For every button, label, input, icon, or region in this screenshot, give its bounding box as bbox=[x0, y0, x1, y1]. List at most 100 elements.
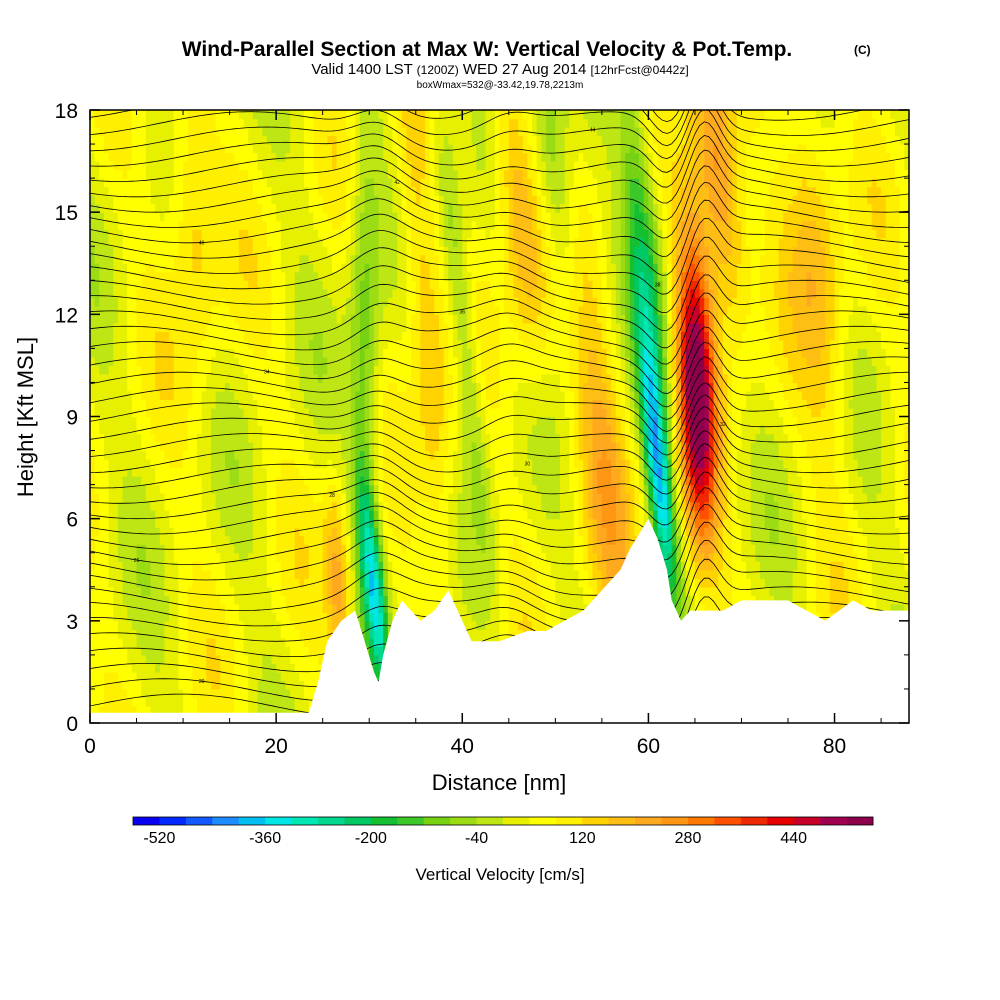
velocity-cell bbox=[248, 407, 254, 418]
velocity-cell bbox=[248, 288, 254, 298]
velocity-cell bbox=[145, 365, 152, 375]
velocity-cell bbox=[234, 595, 240, 605]
velocity-cell bbox=[206, 595, 212, 605]
velocity-cell bbox=[276, 433, 282, 443]
velocity-cell bbox=[304, 390, 310, 401]
velocity-cell bbox=[131, 195, 138, 205]
velocity-cell bbox=[387, 578, 394, 588]
velocity-cell bbox=[206, 305, 212, 315]
velocity-cell bbox=[345, 280, 352, 290]
velocity-cell bbox=[113, 322, 119, 332]
velocity-cell bbox=[150, 399, 156, 409]
velocity-cell bbox=[262, 620, 268, 630]
velocity-cell bbox=[192, 339, 198, 349]
velocity-cell bbox=[345, 339, 352, 349]
velocity-cell bbox=[90, 646, 96, 656]
velocity-cell bbox=[280, 348, 287, 358]
velocity-cell bbox=[364, 544, 370, 554]
velocity-cell bbox=[197, 569, 203, 579]
velocity-cell bbox=[276, 467, 282, 477]
velocity-cell bbox=[224, 671, 231, 682]
velocity-cell bbox=[331, 603, 338, 613]
velocity-cell bbox=[248, 382, 254, 392]
velocity-cell bbox=[359, 578, 366, 588]
velocity-cell bbox=[373, 603, 380, 613]
velocity-cell bbox=[141, 220, 147, 230]
velocity-cell bbox=[243, 254, 249, 264]
velocity-cell bbox=[136, 459, 142, 469]
velocity-cell bbox=[359, 544, 366, 554]
velocity-cell bbox=[197, 144, 203, 154]
velocity-cell bbox=[271, 629, 277, 639]
velocity-cell bbox=[192, 118, 198, 128]
velocity-cell bbox=[331, 348, 338, 358]
velocity-cell bbox=[378, 373, 384, 384]
velocity-cell bbox=[145, 407, 152, 418]
velocity-cell bbox=[197, 246, 203, 256]
velocity-cell bbox=[215, 246, 221, 256]
velocity-cell bbox=[183, 246, 189, 256]
velocity-cell bbox=[155, 288, 161, 298]
velocity-cell bbox=[401, 493, 408, 503]
velocity-cell bbox=[318, 203, 324, 213]
velocity-cell bbox=[401, 280, 408, 290]
velocity-cell bbox=[234, 203, 240, 213]
velocity-cell bbox=[169, 535, 175, 545]
velocity-cell bbox=[164, 144, 170, 154]
velocity-cell bbox=[145, 331, 152, 341]
velocity-cell bbox=[90, 127, 96, 137]
velocity-cell bbox=[117, 459, 124, 469]
velocity-cell bbox=[127, 297, 133, 307]
velocity-cell bbox=[373, 510, 380, 520]
velocity-cell bbox=[271, 612, 277, 622]
velocity-cell bbox=[280, 612, 287, 622]
velocity-cell bbox=[290, 399, 296, 409]
velocity-cell bbox=[350, 322, 356, 332]
velocity-cell bbox=[136, 195, 142, 205]
velocity-cell bbox=[131, 399, 138, 409]
velocity-cell bbox=[234, 212, 240, 222]
velocity-cell bbox=[299, 127, 305, 137]
velocity-cell bbox=[257, 680, 263, 690]
velocity-cell bbox=[159, 705, 166, 716]
velocity-cell bbox=[308, 637, 314, 647]
velocity-cell bbox=[294, 220, 300, 230]
velocity-cell bbox=[257, 663, 263, 673]
velocity-cell bbox=[327, 425, 333, 435]
velocity-cell bbox=[113, 297, 119, 307]
velocity-cell bbox=[341, 459, 347, 469]
velocity-cell bbox=[238, 433, 245, 443]
velocity-cell bbox=[192, 442, 198, 452]
velocity-cell bbox=[169, 229, 175, 239]
velocity-cell bbox=[262, 586, 268, 596]
velocity-cell bbox=[159, 169, 166, 179]
velocity-cell bbox=[238, 595, 245, 605]
velocity-cell bbox=[331, 322, 338, 332]
velocity-cell bbox=[127, 356, 133, 367]
velocity-cell bbox=[210, 161, 217, 171]
velocity-cell bbox=[294, 518, 300, 528]
velocity-cell bbox=[331, 237, 338, 247]
velocity-cell bbox=[285, 348, 291, 358]
velocity-cell bbox=[187, 229, 193, 239]
velocity-cell bbox=[136, 646, 142, 656]
velocity-cell bbox=[243, 365, 249, 375]
velocity-cell bbox=[276, 254, 282, 264]
velocity-cell bbox=[322, 220, 328, 230]
velocity-cell bbox=[341, 586, 347, 596]
velocity-cell bbox=[406, 110, 412, 120]
velocity-cell bbox=[159, 365, 166, 375]
velocity-cell bbox=[248, 348, 254, 358]
velocity-cell bbox=[318, 467, 324, 477]
velocity-cell bbox=[373, 450, 380, 460]
velocity-cell bbox=[173, 603, 180, 613]
velocity-cell bbox=[169, 297, 175, 307]
velocity-cell bbox=[150, 229, 156, 239]
velocity-cell bbox=[318, 178, 324, 188]
velocity-cell bbox=[122, 407, 128, 418]
velocity-cell bbox=[187, 314, 193, 324]
velocity-cell bbox=[99, 705, 105, 716]
velocity-cell bbox=[252, 399, 259, 409]
velocity-cell bbox=[299, 561, 305, 571]
velocity-cell bbox=[285, 254, 291, 264]
